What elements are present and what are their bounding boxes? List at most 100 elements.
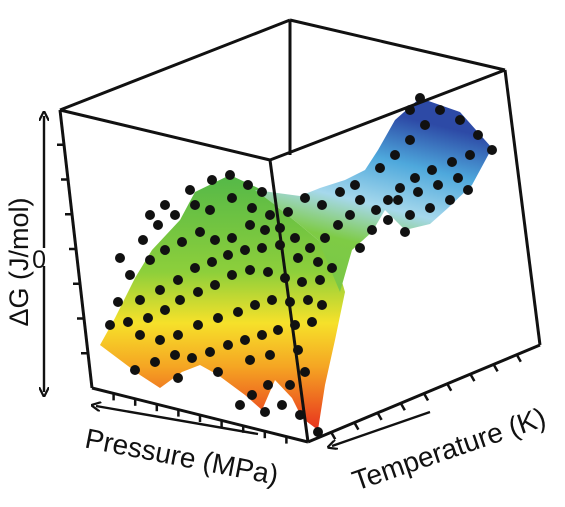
data-point-64 — [155, 335, 165, 345]
data-point-66 — [193, 320, 203, 330]
data-point-88 — [265, 350, 275, 360]
temperature-tick-3 — [376, 412, 383, 421]
data-point-106 — [455, 115, 465, 125]
data-point-54 — [245, 265, 255, 275]
data-point-19 — [335, 187, 345, 197]
data-point-9 — [153, 220, 163, 230]
data-point-115 — [371, 205, 381, 215]
data-point-79 — [223, 340, 233, 350]
data-point-44 — [240, 245, 250, 255]
data-point-15 — [265, 210, 275, 220]
data-point-85 — [173, 373, 183, 383]
data-point-28 — [260, 225, 270, 235]
data-point-80 — [205, 347, 215, 357]
data-point-92 — [263, 380, 273, 390]
data-point-38 — [135, 295, 145, 305]
data-point-96 — [277, 400, 287, 410]
data-point-67 — [213, 313, 223, 323]
data-point-12 — [205, 205, 215, 215]
data-point-18 — [317, 200, 327, 210]
data-point-4 — [145, 210, 155, 220]
data-point-26 — [290, 233, 300, 243]
data-point-113 — [395, 183, 405, 193]
data-point-84 — [130, 365, 140, 375]
data-point-127 — [383, 215, 393, 225]
data-point-60 — [143, 313, 153, 323]
box-back-edges — [59, 18, 506, 155]
data-point-56 — [210, 280, 220, 290]
data-point-21 — [355, 195, 365, 205]
data-point-99 — [375, 163, 385, 173]
data-point-36 — [125, 270, 135, 280]
data-point-58 — [175, 295, 185, 305]
data-point-91 — [285, 380, 295, 390]
data-point-123 — [405, 210, 415, 220]
temperature-tick-6 — [446, 383, 453, 392]
data-point-61 — [123, 317, 133, 327]
z-axis-label: ΔG (J/mol) — [4, 197, 34, 326]
data-point-10 — [138, 235, 148, 245]
data-point-105 — [435, 105, 445, 115]
data-point-16 — [283, 207, 293, 217]
data-point-7 — [190, 200, 200, 210]
data-point-68 — [233, 307, 243, 317]
data-point-72 — [303, 295, 313, 305]
data-point-43 — [223, 250, 233, 260]
data-point-102 — [420, 120, 430, 130]
data-point-126 — [355, 243, 365, 253]
temperature-tick-8 — [492, 363, 499, 373]
data-point-35 — [145, 255, 155, 265]
data-point-30 — [227, 233, 237, 243]
data-point-32 — [195, 227, 205, 237]
data-point-59 — [160, 305, 170, 315]
data-point-111 — [427, 165, 437, 175]
surface — [100, 98, 492, 430]
data-point-8 — [170, 210, 180, 220]
data-point-29 — [245, 220, 255, 230]
pressure-arrow — [96, 406, 259, 436]
data-point-112 — [410, 173, 420, 183]
temperature-tick-2 — [353, 421, 360, 431]
data-point-2 — [185, 185, 195, 195]
data-points — [105, 93, 497, 437]
data-point-69 — [250, 300, 260, 310]
data-point-0 — [225, 170, 235, 180]
data-point-100 — [390, 150, 400, 160]
data-point-117 — [413, 187, 423, 197]
data-point-33 — [177, 237, 187, 247]
data-point-73 — [317, 300, 327, 310]
data-point-47 — [293, 253, 303, 263]
temperature-tick-5 — [422, 392, 430, 402]
data-point-125 — [367, 225, 377, 235]
data-point-76 — [273, 325, 283, 335]
data-point-97 — [295, 410, 305, 420]
data-point-5 — [243, 180, 253, 190]
data-point-40 — [173, 275, 183, 285]
temperature-arrow — [332, 410, 431, 446]
data-point-41 — [190, 263, 200, 273]
data-point-70 — [267, 295, 277, 305]
data-point-82 — [170, 350, 180, 360]
data-point-23 — [333, 220, 343, 230]
data-point-51 — [297, 277, 307, 287]
data-point-65 — [173, 330, 183, 340]
data-point-42 — [207, 257, 217, 267]
temperature-tick-4 — [399, 402, 406, 411]
data-point-39 — [155, 285, 165, 295]
data-point-49 — [327, 263, 337, 273]
data-point-118 — [433, 180, 443, 190]
data-point-31 — [210, 235, 220, 245]
data-point-3 — [160, 200, 170, 210]
data-point-110 — [447, 157, 457, 167]
data-point-78 — [240, 335, 250, 345]
data-point-34 — [160, 245, 170, 255]
data-point-90 — [300, 367, 310, 377]
data-point-119 — [453, 173, 463, 183]
data-point-57 — [193, 287, 203, 297]
data-point-63 — [135, 330, 145, 340]
data-point-77 — [257, 330, 267, 340]
data-point-62 — [105, 320, 115, 330]
surface-left-lobe — [100, 175, 345, 430]
data-point-14 — [247, 203, 257, 213]
